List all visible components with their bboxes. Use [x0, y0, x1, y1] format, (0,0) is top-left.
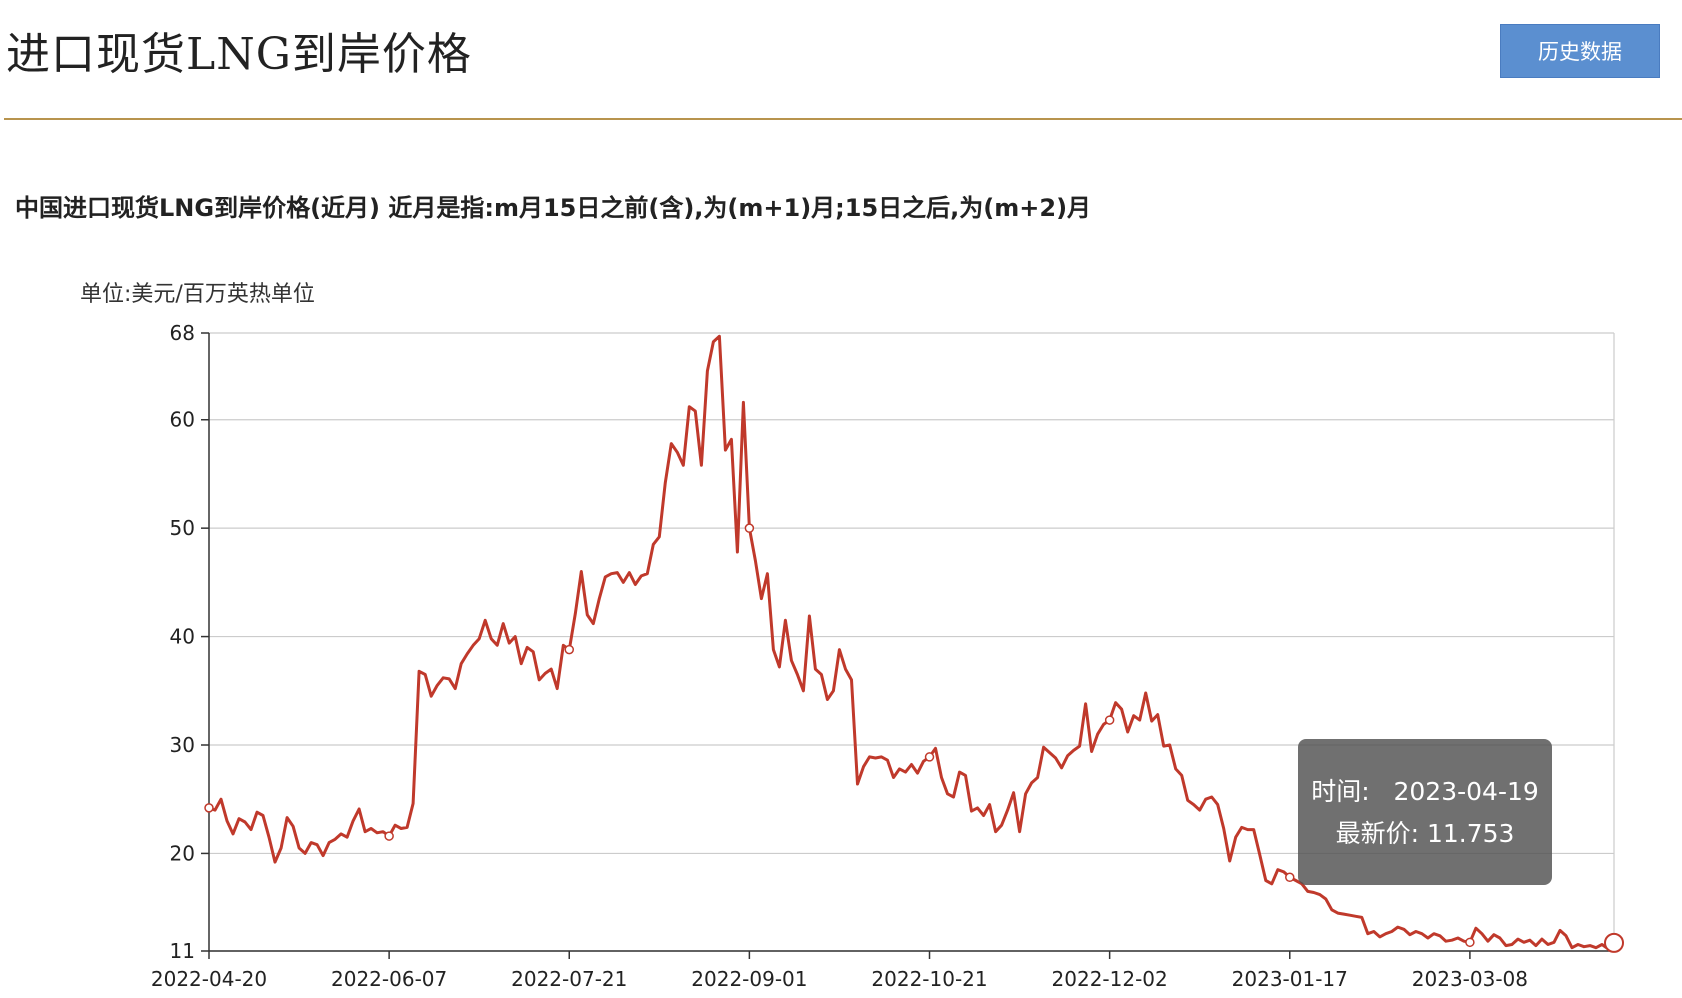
tooltip-time-row: 时间: 2023-04-19 [1298, 771, 1552, 813]
x-tick-label: 2022-10-21 [871, 967, 987, 991]
x-tick-label: 2022-06-07 [331, 967, 447, 991]
data-point-marker [1285, 872, 1295, 883]
series-layer [204, 334, 1624, 953]
header-divider [4, 118, 1682, 120]
y-tick-label: 30 [170, 733, 195, 757]
data-point-marker [384, 831, 394, 841]
y-tick-label: 68 [170, 321, 195, 345]
chart-tooltip: 时间: 2023-04-19 最新价: 11.753 [1298, 739, 1552, 885]
axes: 11 20 30 40 50 60 68 2022-04-20 2022-06-07 2022-0… [151, 321, 1614, 991]
tooltip-time-label: 时间: [1311, 777, 1370, 806]
x-tick-label: 2022-12-02 [1052, 967, 1168, 991]
x-tick-label: 2023-01-17 [1232, 967, 1348, 991]
tooltip-price-label: 最新价: [1335, 819, 1419, 848]
page-title: 进口现货LNG到岸价格 [6, 29, 472, 80]
y-tick-label: 20 [170, 841, 195, 865]
x-tick-label: 2022-04-20 [151, 967, 267, 991]
tooltip-time-value: 2023-04-19 [1393, 777, 1539, 806]
data-point-marker [1465, 937, 1475, 948]
highlighted-point [1604, 932, 1624, 953]
data-point-marker [204, 803, 214, 813]
x-tick-label: 2023-03-08 [1412, 967, 1528, 991]
tooltip-price-value: 11.753 [1426, 819, 1515, 848]
data-point-marker [924, 752, 935, 762]
y-tick-label: 11 [170, 939, 195, 963]
y-tick-label: 50 [170, 516, 195, 540]
x-tick-label: 2022-09-01 [691, 967, 807, 991]
data-point-marker [564, 644, 575, 655]
tooltip-price-row: 最新价: 11.753 [1298, 813, 1552, 855]
history-data-button[interactable]: 历史数据 [1500, 24, 1660, 78]
y-axis-unit-label: 单位:美元/百万英热单位 [80, 282, 315, 307]
x-tick-label: 2022-07-21 [511, 967, 627, 991]
y-tick-label: 60 [170, 408, 195, 432]
y-tick-label: 40 [170, 625, 195, 649]
data-point-marker [1104, 715, 1115, 725]
price-series-line [208, 334, 1616, 951]
chart-heading: 中国进口现货LNG到岸价格(近月) 近月是指:m月15日之前(含),为(m+1)… [15, 194, 1092, 222]
data-point-marker [744, 523, 755, 533]
